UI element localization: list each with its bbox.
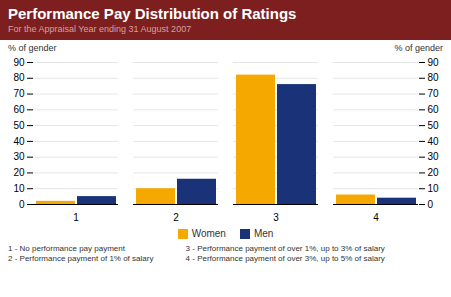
svg-text:40: 40 (428, 136, 440, 147)
html-text:Performance Pay Distribution o: Performance Pay Distribution of Ratings (8, 5, 297, 22)
svg-text:50: 50 (13, 120, 25, 131)
html-text:% of gender: % of gender (8, 43, 57, 53)
svg-text:2: 2 (173, 212, 179, 223)
html-text:Women: Women (191, 228, 226, 239)
svg-text:40: 40 (13, 136, 25, 147)
html-text:1 - No performance pay payment: 1 - No performance pay payment (8, 244, 125, 253)
svg-text:30: 30 (13, 151, 25, 162)
svg-text:4: 4 (373, 212, 379, 223)
svg-text:20: 20 (13, 167, 25, 178)
html-text:Men: Men (253, 228, 274, 239)
svg-text:60: 60 (428, 104, 440, 115)
svg-text:70: 70 (13, 88, 25, 99)
svg-text:20: 20 (428, 167, 440, 178)
svg-text:50: 50 (428, 120, 440, 131)
svg-text:10: 10 (428, 183, 440, 194)
html-text:For the Appraisal Year ending: For the Appraisal Year ending 31 August … (8, 24, 192, 34)
html-text:4 - Performance payment of ove: 4 - Performance payment of over 3%, up t… (185, 254, 385, 263)
svg-text:10: 10 (13, 183, 25, 194)
svg-text:80: 80 (13, 72, 25, 83)
svg-text:0: 0 (19, 199, 25, 210)
svg-text:30: 30 (428, 151, 440, 162)
html-text:3 - Performance payment of ove: 3 - Performance payment of over 1%, up t… (185, 244, 385, 253)
svg-text:60: 60 (13, 104, 25, 115)
svg-text:3: 3 (273, 212, 279, 223)
svg-text:1: 1 (73, 212, 79, 223)
svg-text:90: 90 (13, 57, 25, 68)
svg-text:80: 80 (428, 72, 440, 83)
html-text:% of gender: % of gender (394, 43, 443, 53)
html-text:2 - Performance payment of 1%: 2 - Performance payment of 1% of salary (8, 254, 154, 263)
svg-text:0: 0 (428, 199, 434, 210)
svg-text:70: 70 (428, 88, 440, 99)
svg-text:90: 90 (428, 57, 440, 68)
